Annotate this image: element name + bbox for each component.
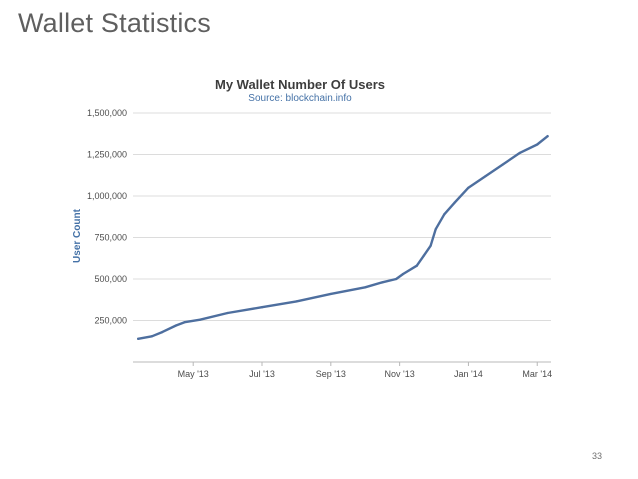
y-tick-label-1: 500,000 (94, 274, 127, 284)
x-tick-label-2: Sep '13 (316, 369, 346, 379)
data-point-0-21 (484, 174, 487, 178)
x-tick-label-4: Jan '14 (454, 369, 483, 379)
chart-subtitle: Source: blockchain.info (248, 93, 352, 104)
data-point-0-15 (422, 254, 425, 257)
data-point-0-11 (381, 281, 384, 284)
data-point-0-23 (518, 151, 522, 154)
data-point-0-2 (161, 331, 164, 334)
series-layer (137, 135, 549, 340)
grid-lines (133, 112, 551, 321)
data-point-0-9 (329, 292, 332, 296)
series-line-0 (137, 135, 549, 340)
data-point-0-25 (546, 135, 549, 138)
data-point-0-16 (429, 244, 432, 247)
y-tick-label-5: 1,500,000 (87, 108, 127, 118)
data-point-0-20 (467, 186, 470, 189)
data-point-0-10 (364, 286, 367, 289)
data-point-0-13 (401, 272, 405, 276)
y-axis-ticks: 250,000 500,000 750,000 1,000,000 1,250,000 1… (87, 108, 127, 326)
data-point-0-22 (501, 163, 504, 166)
y-tick-label-2: 750,000 (94, 233, 127, 243)
data-point-0-18 (443, 213, 446, 216)
data-point-0-12 (395, 277, 398, 281)
data-point-0-17 (434, 228, 437, 231)
data-point-0-8 (295, 300, 298, 303)
y-tick-label-0: 250,000 (94, 316, 127, 326)
data-point-0-6 (226, 311, 229, 315)
slide-title: Wallet Statistics (18, 8, 211, 38)
data-point-0-14 (415, 264, 418, 267)
data-point-0-0 (137, 337, 140, 340)
data-point-0-1 (150, 335, 154, 338)
data-point-0-4 (183, 321, 186, 324)
chart-title: My Wallet Number Of Users (215, 77, 385, 92)
data-point-0-5 (198, 318, 202, 321)
y-axis-label: User Count (72, 208, 83, 263)
x-tick-label-0: May '13 (178, 369, 209, 379)
page-number: 33 (591, 451, 602, 461)
y-tick-label-3: 1,000,000 (87, 191, 127, 201)
data-point-0-19 (453, 201, 456, 204)
y-tick-label-4: 1,250,000 (87, 150, 127, 160)
x-axis-ticks: May '13 Jul '13 Sep '13 Nov '13 Jan '14 Mar '… (178, 362, 552, 379)
data-point-0-24 (536, 143, 539, 146)
x-tick-label-5: Mar '14 (522, 369, 552, 379)
x-tick-label-3: Nov '13 (385, 369, 415, 379)
data-point-0-7 (260, 306, 264, 309)
data-point-0-3 (174, 324, 178, 327)
x-tick-label-1: Jul '13 (249, 369, 275, 379)
